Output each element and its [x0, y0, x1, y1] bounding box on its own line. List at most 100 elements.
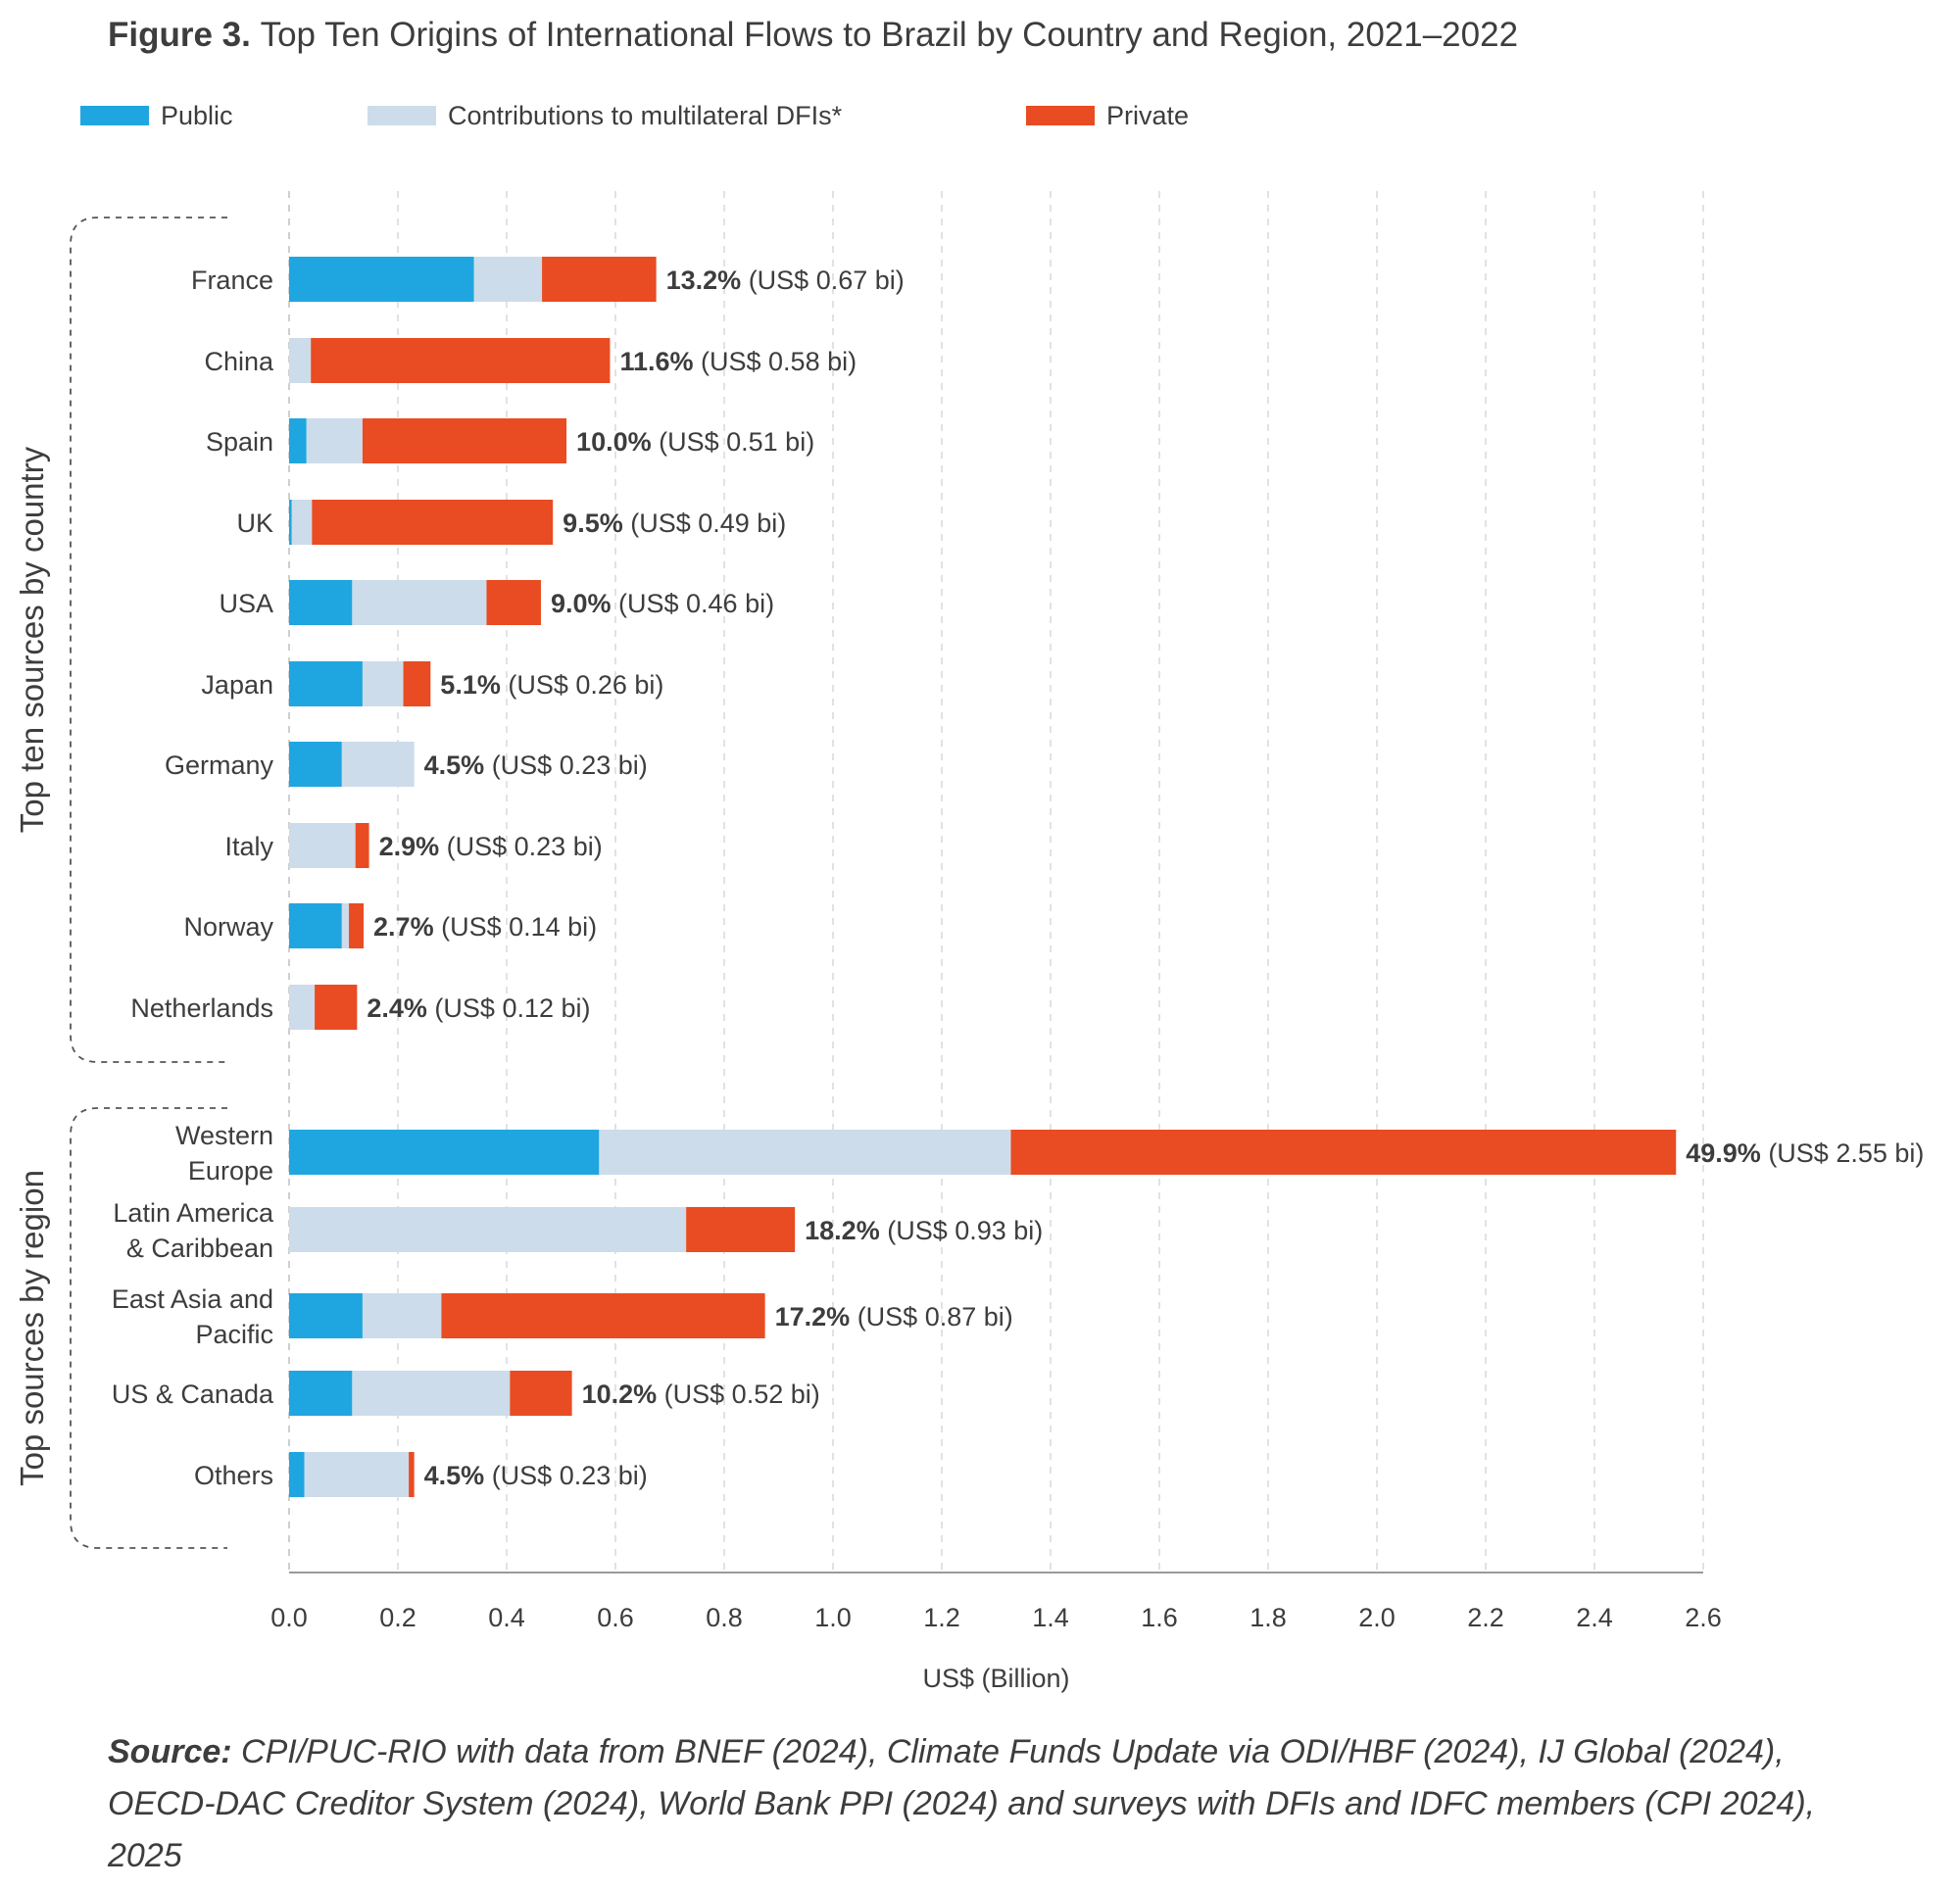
value-label-1-1: 18.2% (US$ 0.93 bi) [805, 1216, 1043, 1245]
source-label: Source: [108, 1733, 232, 1770]
x-tick-label-0: 0.0 [270, 1603, 308, 1632]
value-amount: (US$ 0.23 bi) [492, 1461, 648, 1490]
bar-1-1-segment-1 [289, 1207, 687, 1252]
bar-0-8-segment-2 [349, 903, 365, 948]
bar-0-1-segment-1 [289, 338, 312, 383]
value-amount: (US$ 0.93 bi) [887, 1216, 1043, 1245]
group-bracket-0 [70, 217, 227, 1063]
value-label-0-1: 11.6% (US$ 0.58 bi) [619, 347, 857, 376]
value-amount: (US$ 0.87 bi) [858, 1302, 1013, 1331]
bar-0-2-segment-0 [289, 418, 307, 463]
x-tick-label-10: 2.0 [1358, 1603, 1396, 1632]
bar-0-6-segment-0 [289, 742, 342, 787]
legend-label-0: Public [161, 101, 233, 130]
x-tick-label-6: 1.2 [923, 1603, 960, 1632]
x-tick-label-9: 1.8 [1250, 1603, 1287, 1632]
bar-0-8-segment-1 [341, 903, 350, 948]
value-label-0-8: 2.7% (US$ 0.14 bi) [373, 912, 597, 942]
category-label-0-9-0: Netherlands [130, 993, 273, 1023]
category-label-0-3-0: UK [236, 508, 273, 538]
value-amount: (US$ 0.23 bi) [492, 750, 648, 780]
bar-1-4-segment-0 [289, 1452, 305, 1497]
bar-0-5-segment-0 [289, 661, 363, 706]
bar-0-3-segment-1 [291, 500, 313, 545]
title-figure-label: Figure 3. [108, 16, 261, 54]
value-label-0-0: 13.2% (US$ 0.67 bi) [666, 266, 905, 295]
bar-1-4-segment-2 [409, 1452, 415, 1497]
bar-0-4-segment-2 [486, 580, 541, 625]
category-label-1-1-0: Latin America [113, 1198, 274, 1228]
stacked-bar-chart: Figure 3. Top Ten Origins of Internation… [14, 16, 1924, 1693]
x-tick-label-5: 1.0 [814, 1603, 852, 1632]
group-label-0: Top ten sources by country [14, 446, 50, 833]
bar-0-4-segment-1 [352, 580, 487, 625]
category-label-0-1-0: China [204, 347, 274, 376]
value-label-1-4: 4.5% (US$ 0.23 bi) [424, 1461, 648, 1490]
value-label-0-6: 4.5% (US$ 0.23 bi) [424, 750, 648, 780]
bar-1-3-segment-2 [510, 1371, 572, 1416]
value-pct: 18.2% [805, 1216, 887, 1245]
value-amount: (US$ 0.12 bi) [434, 993, 590, 1023]
bar-0-1-segment-2 [311, 338, 611, 383]
x-tick-label-7: 1.4 [1032, 1603, 1069, 1632]
x-tick-label-12: 2.4 [1576, 1603, 1613, 1632]
legend-label-2: Private [1106, 101, 1189, 130]
value-label-0-5: 5.1% (US$ 0.26 bi) [440, 670, 663, 700]
value-amount: (US$ 0.46 bi) [618, 589, 774, 618]
source-note: Source: CPI/PUC-RIO with data from BNEF … [108, 1726, 1872, 1882]
bar-1-3-segment-0 [289, 1371, 353, 1416]
bar-0-3-segment-2 [312, 500, 554, 545]
bar-1-2-segment-0 [289, 1293, 363, 1338]
bar-0-8-segment-0 [289, 903, 342, 948]
value-pct: 17.2% [775, 1302, 858, 1331]
bar-1-2-segment-1 [362, 1293, 442, 1338]
chart-title: Figure 3. Top Ten Origins of Internation… [108, 16, 1518, 54]
bar-0-2-segment-2 [362, 418, 567, 463]
value-label-1-2: 17.2% (US$ 0.87 bi) [775, 1302, 1013, 1331]
category-label-1-0-0: Western [175, 1121, 273, 1150]
value-label-0-7: 2.9% (US$ 0.23 bi) [379, 832, 603, 861]
category-label-1-3-0: US & Canada [112, 1380, 274, 1409]
value-amount: (US$ 0.58 bi) [701, 347, 857, 376]
category-label-0-6-0: Germany [165, 750, 274, 780]
value-label-0-3: 9.5% (US$ 0.49 bi) [563, 508, 786, 538]
value-amount: (US$ 0.14 bi) [441, 912, 597, 942]
bar-0-5-segment-2 [403, 661, 431, 706]
x-tick-label-3: 0.6 [597, 1603, 634, 1632]
value-label-1-0: 49.9% (US$ 2.55 bi) [1686, 1138, 1924, 1168]
bar-0-0-segment-0 [289, 257, 474, 302]
value-pct: 5.1% [440, 670, 508, 700]
category-label-1-0-1: Europe [188, 1156, 273, 1186]
bar-0-6-segment-1 [341, 742, 415, 787]
bar-1-4-segment-1 [304, 1452, 410, 1497]
category-label-0-7-0: Italy [224, 832, 273, 861]
bar-1-1-segment-2 [686, 1207, 796, 1252]
x-tick-label-13: 2.6 [1685, 1603, 1722, 1632]
value-pct: 49.9% [1686, 1138, 1768, 1168]
value-pct: 4.5% [424, 750, 492, 780]
group-bracket-1 [70, 1107, 227, 1549]
value-amount: (US$ 0.67 bi) [749, 266, 905, 295]
x-tick-label-1: 0.2 [379, 1603, 416, 1632]
category-label-1-2-0: East Asia and [112, 1284, 273, 1314]
value-label-0-2: 10.0% (US$ 0.51 bi) [576, 427, 814, 457]
value-amount: (US$ 0.49 bi) [630, 508, 786, 538]
legend-label-1: Contributions to multilateral DFIs* [448, 101, 843, 130]
legend-swatch-0 [80, 106, 149, 125]
x-axis-title: US$ (Billion) [922, 1664, 1069, 1693]
bar-0-7-segment-1 [289, 823, 356, 868]
bar-0-3-segment-0 [289, 500, 292, 545]
x-tick-label-4: 0.8 [706, 1603, 743, 1632]
value-pct: 10.0% [576, 427, 659, 457]
title-text: Top Ten Origins of International Flows t… [261, 16, 1518, 54]
source-text: CPI/PUC-RIO with data from BNEF (2024), … [108, 1733, 1816, 1874]
value-pct: 13.2% [666, 266, 749, 295]
value-pct: 10.2% [582, 1380, 664, 1409]
value-amount: (US$ 2.55 bi) [1768, 1138, 1924, 1168]
category-label-1-1-1: & Caribbean [126, 1234, 273, 1263]
legend-swatch-1 [368, 106, 436, 125]
category-label-1-4-0: Others [194, 1461, 273, 1490]
x-tick-label-2: 0.4 [488, 1603, 525, 1632]
value-label-0-9: 2.4% (US$ 0.12 bi) [367, 993, 590, 1023]
category-label-0-2-0: Spain [206, 427, 273, 457]
